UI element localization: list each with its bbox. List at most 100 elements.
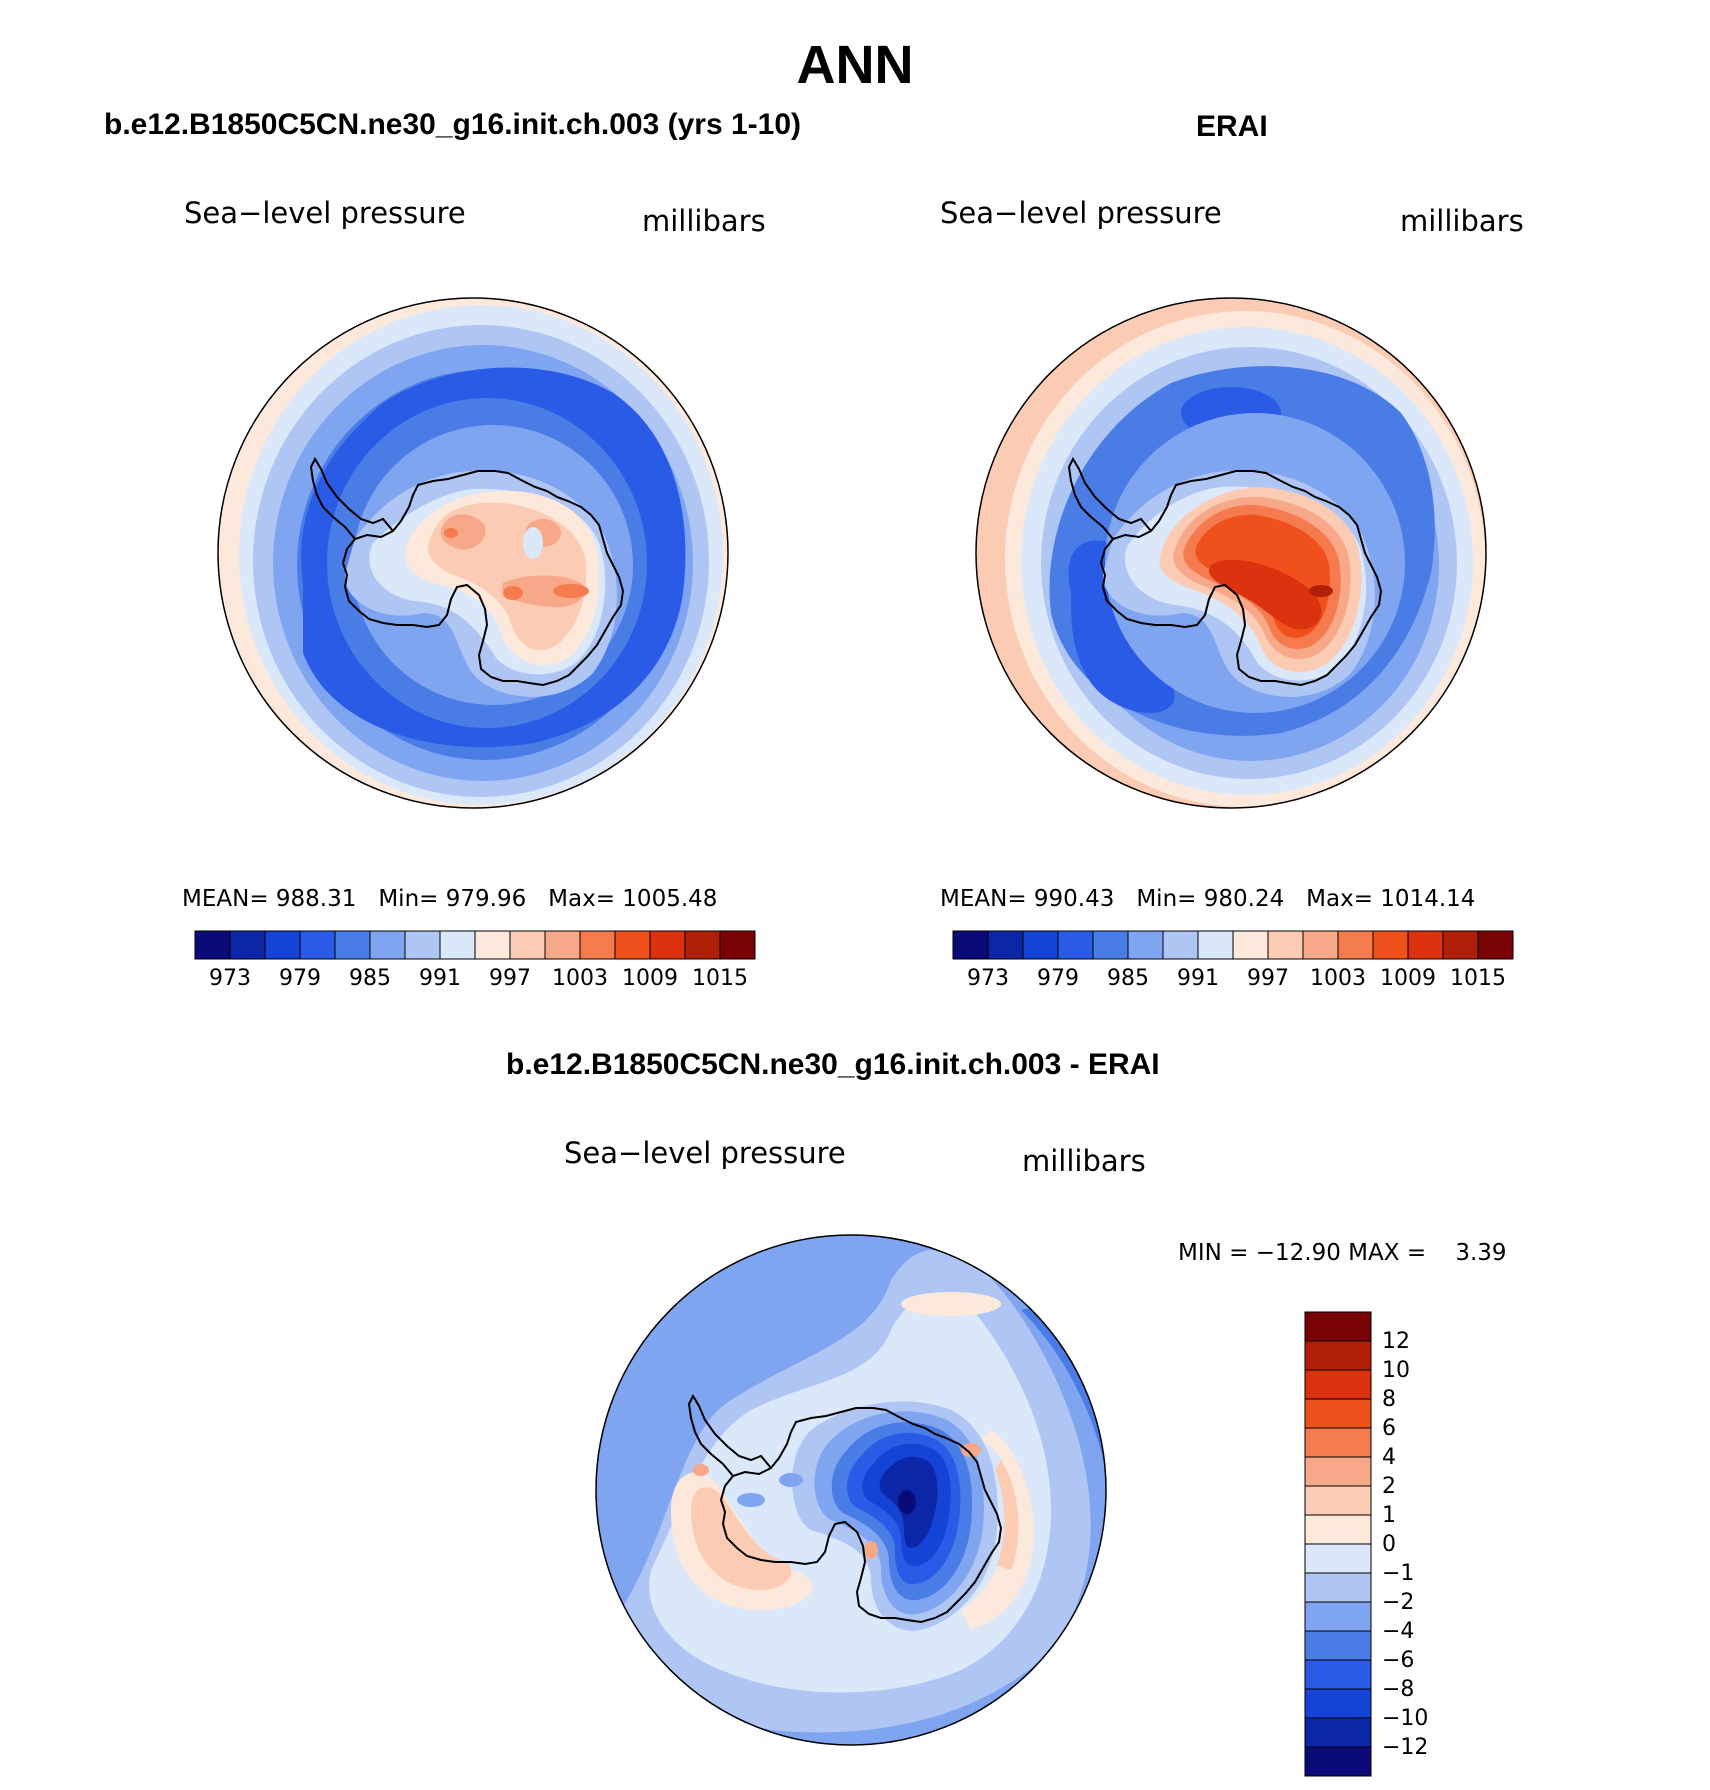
max-label: Max= (1306, 886, 1373, 912)
colorbar-swatch (369, 930, 406, 960)
colorbar-swatch (1442, 930, 1479, 960)
colorbar-swatch (1304, 1688, 1372, 1719)
colorbar-label: 12 (1382, 1329, 1410, 1354)
colorbar-label: 1003 (552, 966, 608, 989)
colorbar-swatch (194, 930, 231, 960)
colorbar-swatch (334, 930, 371, 960)
mean-value: 988.31 (275, 886, 357, 912)
colorbar-label: 973 (967, 966, 1009, 989)
colorbar-swatch (1057, 930, 1094, 960)
colorbar-swatch (1267, 930, 1304, 960)
model-panel-title: b.e12.B1850C5CN.ne30_g16.init.ch.003 (yr… (104, 108, 802, 141)
colorbar-label: 10 (1382, 1358, 1410, 1383)
colorbar-label: −4 (1382, 1619, 1414, 1644)
colorbar-label: −8 (1382, 1677, 1414, 1702)
model-units-label: millibars (642, 204, 766, 238)
colorbar-label: 1015 (1450, 966, 1506, 989)
max-label: Max= (548, 886, 615, 912)
colorbar-label: 979 (1037, 966, 1079, 989)
min-value: 979.96 (445, 886, 527, 912)
colorbar-swatch (1304, 1543, 1372, 1574)
colorbar-swatch (439, 930, 476, 960)
min-label: Min= (1136, 886, 1197, 912)
min-value: −12.90 (1255, 1240, 1341, 1266)
colorbar-swatch (1304, 1601, 1372, 1632)
colorbar-swatch (1092, 930, 1129, 960)
colorbar-label: −1 (1382, 1561, 1414, 1586)
colorbar-swatch (719, 930, 756, 960)
colorbar-swatch (1477, 930, 1514, 960)
colorbar-swatch (1232, 930, 1269, 960)
mean-value: 990.43 (1033, 886, 1115, 912)
colorbar-swatch (649, 930, 686, 960)
colorbar-swatch (1304, 1659, 1372, 1690)
colorbar-swatch (509, 930, 546, 960)
colorbar-swatch (952, 930, 989, 960)
model-colorbar: 973 979 985 991 997 1003 1009 1015 (194, 930, 756, 989)
max-label: MAX = (1348, 1240, 1427, 1266)
colorbar-swatch (1337, 930, 1374, 960)
obs-colorbar: 973 979 985 991 997 1003 1009 1015 (952, 930, 1514, 989)
colorbar-label: 979 (279, 966, 321, 989)
colorbar-swatch (1304, 1311, 1372, 1342)
colorbar-label: 985 (1107, 966, 1149, 989)
diff-polar-map (595, 1234, 1107, 1746)
colorbar-swatch (1304, 1514, 1372, 1545)
colorbar-swatch (1162, 930, 1199, 960)
colorbar-label: 2 (1382, 1474, 1396, 1499)
colorbar-swatch (1304, 1398, 1372, 1429)
diff-panel-title: b.e12.B1850C5CN.ne30_g16.init.ch.003 - E… (506, 1048, 1160, 1081)
colorbar-label: 1 (1382, 1503, 1396, 1528)
colorbar-swatch (474, 930, 511, 960)
colorbar-swatch (1127, 930, 1164, 960)
min-label: MIN = (1178, 1240, 1249, 1266)
colorbar-swatch (1304, 1746, 1372, 1777)
diff-units-label: millibars (1022, 1144, 1146, 1178)
colorbar-swatch (229, 930, 266, 960)
min-label: Min= (378, 886, 439, 912)
colorbar-swatch (1302, 930, 1339, 960)
page-title: ANN (796, 35, 914, 95)
colorbar-swatch (404, 930, 441, 960)
diff-stats: MIN = −12.90 MAX = 3.39 (1178, 1240, 1507, 1266)
colorbar-label: 985 (349, 966, 391, 989)
colorbar-label: 8 (1382, 1387, 1396, 1412)
colorbar-swatch (1304, 1630, 1372, 1661)
colorbar-swatch (1304, 1369, 1372, 1400)
model-field-label: Sea−level pressure (184, 196, 466, 230)
obs-polar-map (975, 297, 1487, 809)
colorbar-label: 1009 (1380, 966, 1436, 989)
colorbar-label: −12 (1382, 1735, 1428, 1760)
colorbar-swatch (1304, 1340, 1372, 1371)
max-value: 3.39 (1455, 1240, 1507, 1266)
colorbar-swatch (1304, 1485, 1372, 1516)
max-value: 1014.14 (1380, 886, 1476, 912)
colorbar-label: 997 (489, 966, 531, 989)
min-value: 980.24 (1203, 886, 1285, 912)
colorbar-swatch (1372, 930, 1409, 960)
mean-label: MEAN= (940, 886, 1027, 912)
diff-field-label: Sea−level pressure (564, 1136, 846, 1170)
colorbar-label: 991 (419, 966, 461, 989)
colorbar-label: −6 (1382, 1648, 1414, 1673)
colorbar-label: 1009 (622, 966, 678, 989)
colorbar-label: 4 (1382, 1445, 1396, 1470)
colorbar-swatch (1304, 1427, 1372, 1458)
obs-units-label: millibars (1400, 204, 1524, 238)
colorbar-swatch (264, 930, 301, 960)
colorbar-swatch (1407, 930, 1444, 960)
colorbar-swatch (579, 930, 616, 960)
colorbar-swatch (1197, 930, 1234, 960)
colorbar-swatch (987, 930, 1024, 960)
colorbar-swatch (544, 930, 581, 960)
obs-stats: MEAN= 990.43 Min= 980.24 Max= 1014.14 (940, 886, 1475, 912)
max-value: 1005.48 (622, 886, 718, 912)
colorbar-swatch (1304, 1456, 1372, 1487)
colorbar-label: −2 (1382, 1590, 1414, 1615)
model-polar-map (217, 297, 729, 809)
colorbar-swatch (1304, 1572, 1372, 1603)
colorbar-swatch (1304, 1717, 1372, 1748)
colorbar-label: 1015 (692, 966, 748, 989)
colorbar-label: 1003 (1310, 966, 1366, 989)
